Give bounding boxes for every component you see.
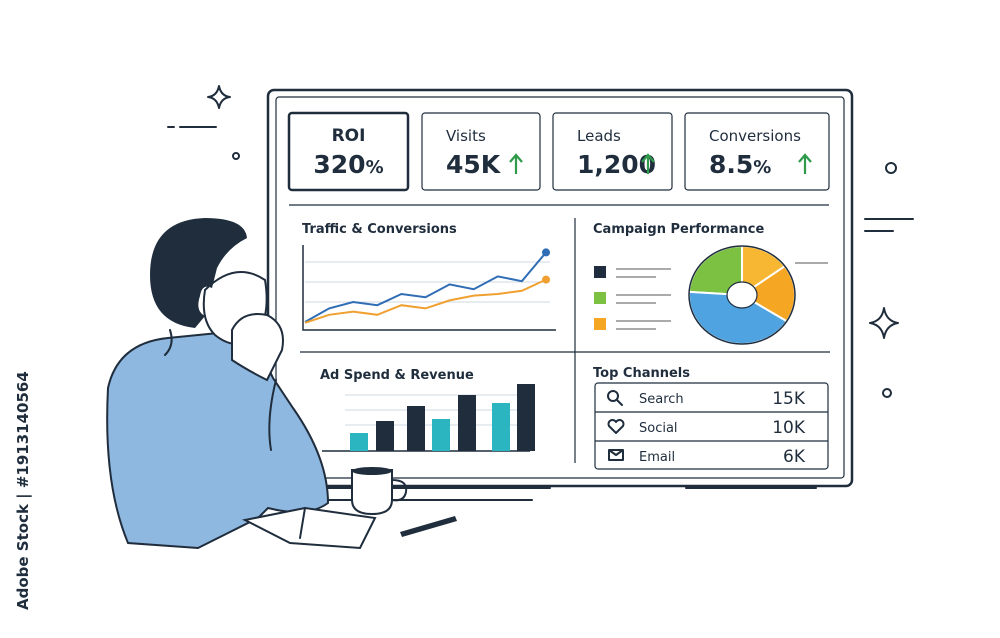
bar <box>350 433 368 451</box>
legend-swatch <box>594 292 606 304</box>
kpi-number: 8.5 <box>709 150 753 179</box>
kpi-value: 8.5% <box>709 150 771 179</box>
screen <box>275 96 845 479</box>
kpi-number: 320 <box>313 150 365 179</box>
bar <box>517 384 535 451</box>
kpi-card <box>552 112 673 191</box>
kpi-label: Conversions <box>709 127 801 145</box>
kpi-value: 1,200 <box>577 150 656 179</box>
table-lines <box>595 411 828 442</box>
section-title: Top Channels <box>593 366 690 381</box>
end-marker <box>542 248 550 257</box>
channel-name: Email <box>639 450 675 465</box>
kpi-number: 1,200 <box>577 150 656 179</box>
legend-swatch <box>594 266 606 278</box>
section-title: Ad Spend & Revenue <box>320 368 474 383</box>
section-title: Campaign Performance <box>593 222 765 237</box>
up-arrow <box>798 153 812 174</box>
watermark: Adobe Stock | #1913140564 <box>14 371 33 610</box>
channel-table <box>594 382 829 470</box>
channel-name: Search <box>639 392 684 407</box>
bar <box>432 419 450 451</box>
kpi-card <box>421 112 541 191</box>
channel-icons <box>607 390 625 461</box>
channel-value: 15K <box>772 389 806 409</box>
pie-hole <box>726 281 758 309</box>
kpi-unit: % <box>366 157 384 178</box>
bar <box>407 406 425 451</box>
channel-name: Social <box>639 421 678 436</box>
channel-rows: Search 15K Social 10K Email 6K <box>639 389 806 467</box>
kpi-row: ROI 320% Visits 45K Leads 1,200 Conversions 8.5… <box>287 111 830 192</box>
up-arrow <box>641 153 655 174</box>
kpi-card <box>287 111 410 192</box>
section-title: Traffic & Conversions <box>302 222 457 237</box>
channel-value: 6K <box>783 447 806 467</box>
decorations <box>167 85 914 489</box>
end-marker <box>542 275 550 284</box>
kpi-value: 320% <box>313 150 383 179</box>
kpi-card <box>684 112 830 191</box>
charts <box>302 244 828 452</box>
legend-line <box>616 294 671 304</box>
kpi-value: 45K <box>446 150 502 179</box>
person <box>106 218 551 550</box>
legend-line <box>616 268 671 278</box>
up-arrow <box>509 153 523 174</box>
line-series <box>304 251 547 323</box>
channel-value: 10K <box>772 418 806 438</box>
axis <box>302 245 556 331</box>
legend-line <box>616 320 671 330</box>
kpi-number: 45K <box>446 150 502 179</box>
line-series <box>304 278 547 324</box>
kpi-label: Leads <box>577 127 621 145</box>
pie-outline <box>688 245 796 345</box>
kpi-unit: % <box>753 157 771 178</box>
dividers <box>289 204 830 463</box>
bar <box>492 403 510 451</box>
bar <box>376 421 394 451</box>
legend-swatch <box>594 318 606 330</box>
kpi-label: Visits <box>446 127 486 145</box>
kpi-label: ROI <box>332 126 366 146</box>
bar <box>458 395 476 451</box>
